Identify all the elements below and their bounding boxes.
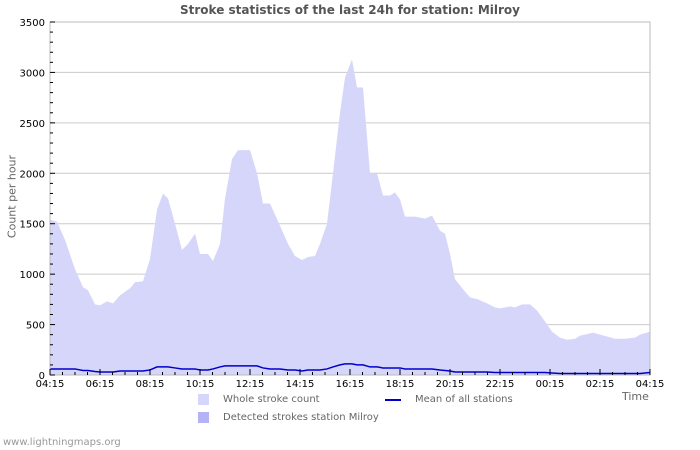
x-tick-label: 18:15: [386, 379, 415, 390]
x-tick-label: 22:15: [486, 379, 515, 390]
y-tick-label: 3500: [20, 18, 45, 29]
y-axis-label: Count per hour: [5, 154, 19, 239]
legend-swatch-whole-icon: [198, 394, 209, 405]
legend-swatch-detected-icon: [198, 412, 209, 423]
x-tick-label: 20:15: [436, 379, 465, 390]
legend-label-mean: Mean of all stations: [415, 394, 513, 405]
y-tick-label: 1500: [20, 220, 45, 231]
legend-detected-strokes: Detected strokes station Milroy: [198, 412, 379, 423]
x-tick-label: 06:15: [86, 379, 115, 390]
x-tick-label: 14:15: [286, 379, 315, 390]
legend-whole-stroke-count: Whole stroke count: [198, 394, 320, 405]
chart-title: Stroke statistics of the last 24h for st…: [180, 3, 520, 17]
x-tick-label: 16:15: [336, 379, 365, 390]
y-tick-label: 2000: [20, 169, 45, 180]
legend-mean-all-stations: Mean of all stations: [385, 394, 513, 405]
y-tick-label: 0: [39, 371, 45, 382]
y-tick-label: 3000: [20, 68, 45, 79]
x-tick-label: 04:15: [36, 379, 65, 390]
x-tick-label: 12:15: [236, 379, 265, 390]
legend-label-detected: Detected strokes station Milroy: [223, 412, 379, 423]
mean-line: [50, 363, 651, 375]
whole-stroke-area: [50, 59, 650, 376]
y-tick-label: 1000: [20, 270, 45, 281]
x-tick-label: 02:15: [586, 379, 615, 390]
x-tick-label: 08:15: [136, 379, 165, 390]
x-tick-label: 10:15: [186, 379, 215, 390]
y-tick-label: 500: [26, 321, 45, 332]
footer-credit: www.lightningmaps.org: [3, 437, 121, 448]
x-tick-label: 04:15: [636, 379, 665, 390]
y-tick-label: 2500: [20, 119, 45, 130]
x-axis-label: Time: [622, 390, 649, 403]
legend-swatch-mean-icon: [385, 398, 401, 401]
legend-label-whole: Whole stroke count: [223, 394, 320, 405]
x-tick-label: 00:15: [536, 379, 565, 390]
